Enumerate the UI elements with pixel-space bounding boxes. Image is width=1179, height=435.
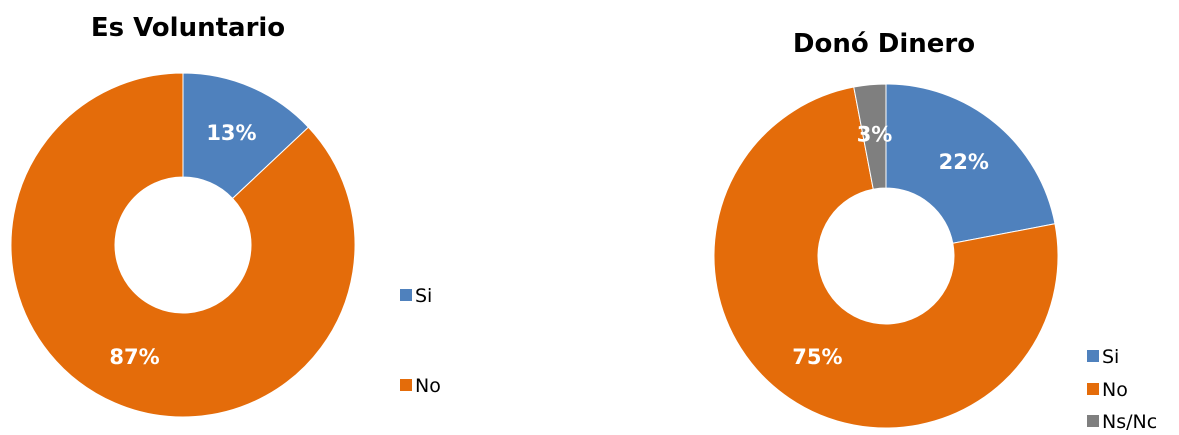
- chart-dono-dinero: Donó Dinero 22% 75% 3% Si No Ns/Nc: [713, 29, 1157, 433]
- slice-no: [10, 72, 356, 418]
- data-label-ns-nc: 3%: [857, 123, 893, 147]
- data-label-si: 13%: [206, 121, 256, 145]
- legend-label-si: Si: [415, 285, 432, 307]
- legend-swatch-ns-nc: [1087, 415, 1099, 427]
- data-label-no: 75%: [792, 345, 842, 369]
- data-label-no: 87%: [109, 345, 159, 369]
- chart-es-voluntario: Es Voluntario 13% 87% Si No: [10, 13, 441, 418]
- chart-title: Es Voluntario: [91, 13, 285, 43]
- data-label-si: 22%: [939, 150, 989, 174]
- legend-swatch-si: [1087, 350, 1099, 362]
- legend-label-no: No: [1102, 379, 1128, 401]
- slices: 22% 75% 3%: [713, 83, 1059, 429]
- slice-si: [885, 83, 1056, 244]
- slice-ns-nc: [853, 83, 887, 190]
- legend: Si No Ns/Nc: [1087, 346, 1157, 433]
- slices: 13% 87%: [10, 72, 356, 418]
- legend-label-si: Si: [1102, 346, 1119, 368]
- legend-swatch-si: [400, 289, 412, 301]
- legend-swatch-no: [400, 379, 412, 391]
- slice-no: [713, 86, 1059, 429]
- legend-label-ns-nc: Ns/Nc: [1102, 411, 1157, 431]
- chart-title: Donó Dinero: [793, 29, 975, 59]
- legend: Si No: [400, 285, 441, 397]
- legend-swatch-no: [1087, 383, 1099, 395]
- legend-label-no: No: [415, 375, 441, 397]
